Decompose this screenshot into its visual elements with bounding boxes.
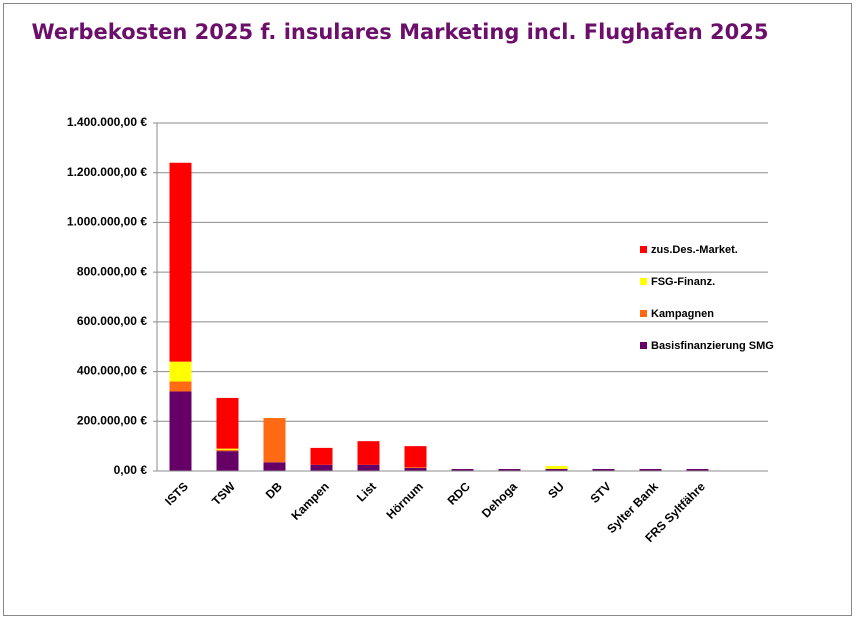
y-tick-label: 600.000,00 €	[77, 314, 147, 328]
legend-swatch	[640, 310, 647, 317]
legend-swatch	[640, 278, 647, 285]
y-tick-label: 0,00 €	[114, 463, 148, 477]
y-tick-label: 1.000.000,00 €	[67, 215, 147, 229]
bar-segment	[216, 397, 239, 449]
y-tick-label: 200.000,00 €	[77, 413, 147, 427]
bar-segment	[686, 469, 709, 471]
chart-title: Werbekosten 2025 f. insulares Marketing …	[32, 20, 769, 44]
legend-label: Kampagnen	[651, 308, 714, 320]
bar-segment	[263, 462, 286, 471]
bar-segment	[404, 446, 427, 468]
legend: zus.Des.-Market. FSG-Finanz. Kampagnen Basi…	[640, 244, 774, 352]
bar-segment	[216, 451, 239, 471]
bar-segment	[216, 449, 239, 452]
y-tick-label: 1.400.000,00 €	[67, 115, 147, 129]
bar-segment	[357, 464, 380, 471]
bar-segment	[639, 469, 662, 471]
bar-segment	[310, 447, 333, 465]
bar-segment	[263, 418, 286, 463]
bar-segment	[404, 467, 427, 469]
y-tick-label: 800.000,00 €	[77, 264, 147, 278]
bar-segment	[169, 162, 192, 362]
y-tick-label: 400.000,00 €	[77, 364, 147, 378]
bar-segment	[169, 381, 192, 392]
bar-segment	[169, 361, 192, 382]
legend-label: FSG-Finanz.	[651, 276, 715, 288]
y-tick-label: 1.200.000,00 €	[67, 165, 147, 179]
bar-segment	[545, 469, 568, 471]
legend-swatch	[640, 342, 647, 349]
bar-segment	[404, 468, 427, 471]
bar-segment	[451, 469, 474, 471]
legend-swatch	[640, 246, 647, 253]
legend-label: Basisfinanzierung SMG	[651, 340, 774, 352]
bar-segment	[169, 391, 192, 471]
bar-segment	[216, 448, 239, 450]
bar-segment	[498, 469, 521, 471]
bar-segment	[592, 469, 615, 471]
bar-segment	[310, 464, 333, 471]
bar-segment	[545, 466, 568, 470]
legend-label: zus.Des.-Market.	[651, 244, 738, 256]
chart-border	[3, 3, 852, 616]
bar-segment	[357, 441, 380, 465]
